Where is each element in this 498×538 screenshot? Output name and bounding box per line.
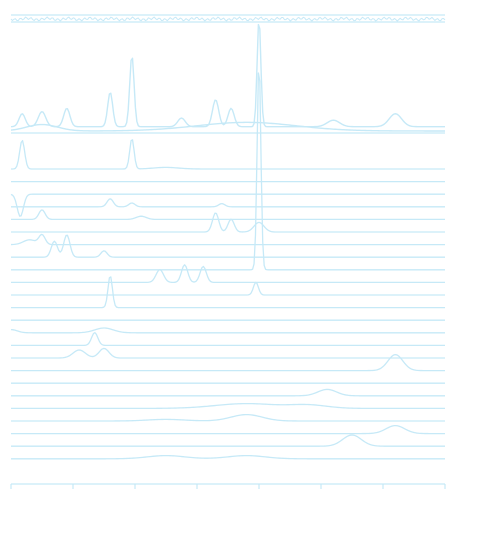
top-panel-series-2 [10,121,445,132]
trace-line-7 [10,233,445,246]
trace-line-10 [11,264,445,284]
x-axis [10,483,446,489]
trace-line-1 [10,139,445,170]
trace-line-16 [11,347,445,359]
trace-line-17 [11,353,445,372]
trace-line-23 [11,434,445,447]
trace-line-15 [11,331,445,347]
trace-line-6 [11,212,445,233]
top-panel [10,14,446,134]
trace-line-3 [10,193,445,217]
trace-line-19 [11,388,445,397]
trace-line-22 [11,424,445,435]
top-strip-trace [10,16,446,22]
trace-line-9 [11,72,445,271]
trace-line-12 [11,276,445,309]
trace-line-5 [11,209,445,221]
trace-line-8 [11,234,445,258]
trace-line-20 [11,402,445,410]
stacked-traces [10,72,445,460]
trace-line-21 [11,413,445,422]
trace-line-4 [11,198,445,208]
trace-line-14 [10,327,445,334]
trace-line-11 [11,281,445,296]
top-panel-series-1 [10,23,445,128]
trace-line-24 [11,454,445,460]
